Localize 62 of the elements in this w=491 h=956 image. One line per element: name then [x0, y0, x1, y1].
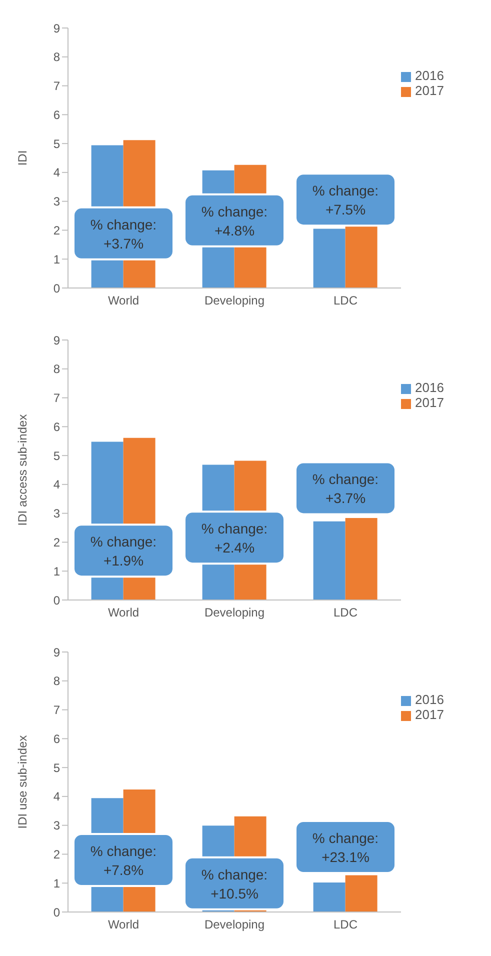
y-tick-label: 2 [53, 535, 60, 550]
y-tick-label: 1 [53, 252, 60, 266]
legend-label: 2017 [415, 83, 444, 98]
y-tick-label: 4 [53, 166, 60, 180]
callout-box: % change: +1.9% [72, 524, 174, 578]
callout-box: % change: +2.4% [184, 510, 286, 565]
y-tick-label: 8 [53, 674, 60, 688]
x-tick-label: Developing [204, 606, 265, 620]
y-tick-label: 1 [53, 564, 60, 578]
y-axis-title: IDI access sub-index [15, 414, 30, 526]
x-tick-label: Developing [204, 918, 265, 932]
annotation: % change: +7.8% [90, 843, 157, 878]
y-tick-label: 2 [53, 223, 60, 238]
x-tick-label: LDC [333, 918, 358, 932]
legend-label: 2017 [415, 395, 444, 410]
x-tick-label: World [108, 294, 140, 308]
y-tick-label: 3 [53, 818, 60, 833]
y-tick-label: 9 [53, 645, 60, 660]
y-tick-label: 3 [53, 506, 60, 521]
legend-label: 2016 [415, 68, 444, 83]
x-tick-label: World [108, 606, 140, 620]
legend-label: 2016 [415, 692, 444, 707]
annotation: % change: +2.4% [201, 520, 268, 556]
y-tick-label: 6 [53, 108, 60, 122]
x-tick-label: Developing [204, 294, 265, 308]
y-tick-label: 0 [53, 905, 60, 920]
callout-box: % change: +3.7% [294, 461, 396, 516]
annotation: % change: +1.9% [90, 534, 157, 569]
y-tick-label: 5 [53, 760, 60, 775]
y-tick-label: 4 [53, 790, 60, 804]
x-tick-label: LDC [333, 294, 358, 308]
callout-box: % change: +3.7% [72, 206, 174, 260]
y-tick-label: 0 [53, 593, 60, 608]
y-tick-label: 9 [53, 21, 60, 36]
annotation: % change: +3.7% [90, 216, 157, 252]
y-tick-label: 7 [53, 391, 60, 406]
x-tick-label: World [108, 918, 140, 932]
legend-label: 2017 [415, 707, 444, 722]
y-tick-label: 8 [53, 362, 60, 376]
y-axis-title: IDI use sub-index [15, 735, 30, 829]
y-tick-label: 6 [53, 420, 60, 434]
y-axis-title: IDI [15, 150, 30, 166]
annotation: % change: +3.7% [312, 471, 379, 506]
callout-box: % change: +7.8% [72, 833, 174, 887]
y-tick-label: 7 [53, 79, 60, 94]
y-tick-label: 9 [53, 333, 60, 348]
y-tick-label: 7 [53, 703, 60, 718]
y-tick-label: 4 [53, 478, 60, 492]
y-tick-label: 8 [53, 50, 60, 64]
y-tick-label: 5 [53, 448, 60, 463]
y-tick-label: 2 [53, 847, 60, 862]
y-tick-label: 0 [53, 281, 60, 296]
annotation: % change: +7.5% [312, 182, 379, 218]
y-tick-label: 3 [53, 194, 60, 209]
y-tick-label: 1 [53, 876, 60, 890]
annotation: % change: +23.1% [312, 830, 379, 865]
x-tick-label: LDC [333, 606, 358, 620]
callout-box: % change: +7.5% [294, 172, 396, 227]
callout-box: % change: +23.1% [294, 820, 396, 874]
y-tick-label: 5 [53, 136, 60, 151]
y-tick-label: 6 [53, 732, 60, 746]
legend-label: 2016 [415, 380, 444, 395]
